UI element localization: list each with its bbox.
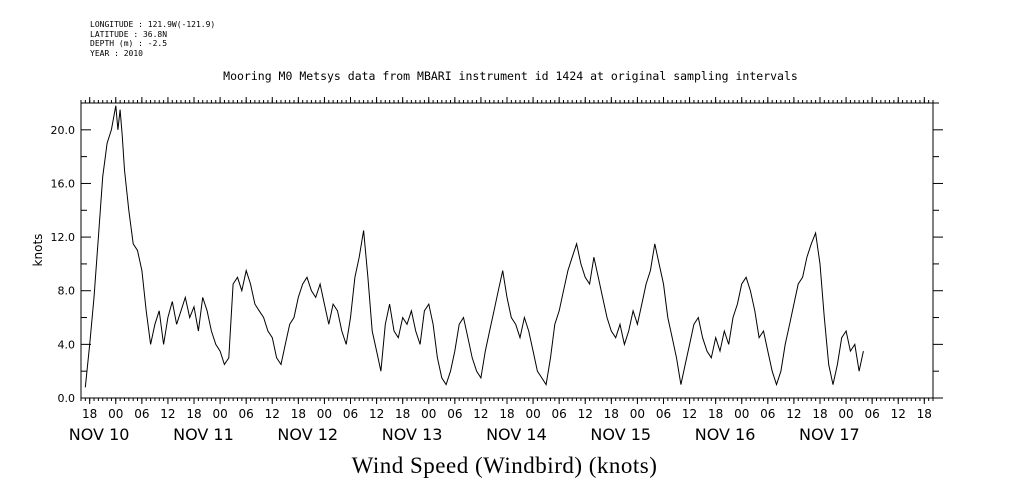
y-tick-label: 12.0 <box>51 231 76 244</box>
x-tick-label: 06 <box>865 407 880 421</box>
chart-title: Mooring M0 Metsys data from MBARI instru… <box>223 69 798 83</box>
x-day-label: NOV 12 <box>277 425 338 444</box>
x-tick-label: 00 <box>212 407 227 421</box>
x-tick-label: 12 <box>578 407 593 421</box>
y-tick-label: 16.0 <box>51 177 76 190</box>
x-tick-label: 12 <box>265 407 280 421</box>
depth-text: DEPTH (m) : -2.5 <box>90 39 168 48</box>
y-tick-label: 8.0 <box>58 285 76 298</box>
x-tick-label: 12 <box>473 407 488 421</box>
x-tick-label: 06 <box>552 407 567 421</box>
x-tick-label: 06 <box>447 407 462 421</box>
y-tick-label: 4.0 <box>58 338 76 351</box>
x-tick-label: 00 <box>317 407 332 421</box>
x-tick-label: 00 <box>108 407 123 421</box>
x-tick-label: 12 <box>786 407 801 421</box>
year-text: YEAR : 2010 <box>90 48 143 58</box>
x-tick-label: 06 <box>134 407 149 421</box>
x-day-label: NOV 13 <box>382 425 443 444</box>
x-day-label: NOV 17 <box>799 425 860 444</box>
x-day-label: NOV 14 <box>486 425 547 444</box>
x-tick-label: 18 <box>291 407 306 421</box>
x-tick-label: 18 <box>917 407 932 421</box>
x-tick-label: 00 <box>525 407 540 421</box>
x-tick-label: 18 <box>812 407 827 421</box>
longitude-text: LONGITUDE : 121.9W(-121.9) <box>90 20 216 29</box>
x-day-label: NOV 11 <box>173 425 234 444</box>
x-tick-label: 00 <box>630 407 645 421</box>
plot-frame <box>80 102 934 399</box>
x-tick-label: 18 <box>395 407 410 421</box>
metadata-block: LONGITUDE : 121.9W(-121.9) LATITUDE : 36… <box>90 20 215 58</box>
x-tick-label: 12 <box>682 407 697 421</box>
chart-caption: Wind Speed (Windbird) (knots) <box>351 453 658 478</box>
x-tick-label: 00 <box>838 407 853 421</box>
x-tick-label: 06 <box>760 407 775 421</box>
x-tick-label: 12 <box>369 407 384 421</box>
wind-speed-line <box>84 105 864 388</box>
x-day-label: NOV 16 <box>695 425 756 444</box>
x-tick-label: 18 <box>708 407 723 421</box>
x-tick-label: 18 <box>604 407 619 421</box>
x-tick-label: 18 <box>186 407 201 421</box>
y-tick-label: 20.0 <box>51 124 76 137</box>
x-tick-label: 18 <box>499 407 514 421</box>
x-tick-label: 06 <box>343 407 358 421</box>
x-day-label: NOV 15 <box>590 425 651 444</box>
x-tick-label: 18 <box>82 407 97 421</box>
y-axis-label: knots <box>31 234 45 267</box>
x-day-label: NOV 10 <box>69 425 130 444</box>
y-tick-label: 0.0 <box>58 392 76 405</box>
x-tick-label: 12 <box>891 407 906 421</box>
x-tick-label: 00 <box>734 407 749 421</box>
x-tick-label: 06 <box>656 407 671 421</box>
latitude-text: LATITUDE : 36.8N <box>90 29 168 39</box>
x-tick-label: 06 <box>239 407 254 421</box>
x-tick-label: 00 <box>421 407 436 421</box>
x-tick-label: 12 <box>160 407 175 421</box>
